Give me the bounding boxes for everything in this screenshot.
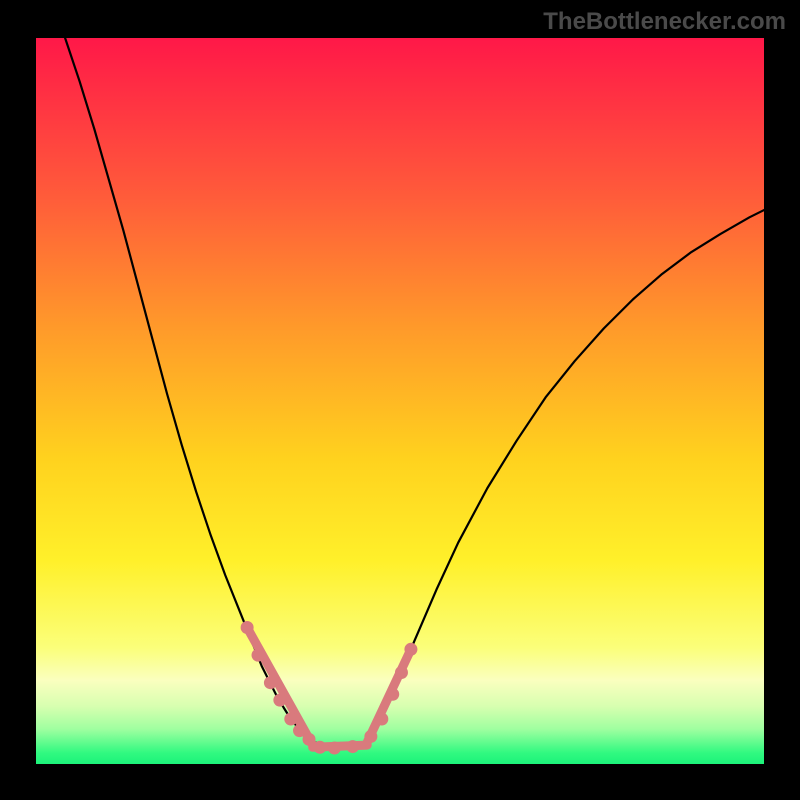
chart-frame bbox=[36, 38, 764, 764]
chart-svg bbox=[36, 38, 764, 764]
plot-area bbox=[36, 38, 764, 764]
watermark-text: TheBottlenecker.com bbox=[543, 8, 786, 36]
